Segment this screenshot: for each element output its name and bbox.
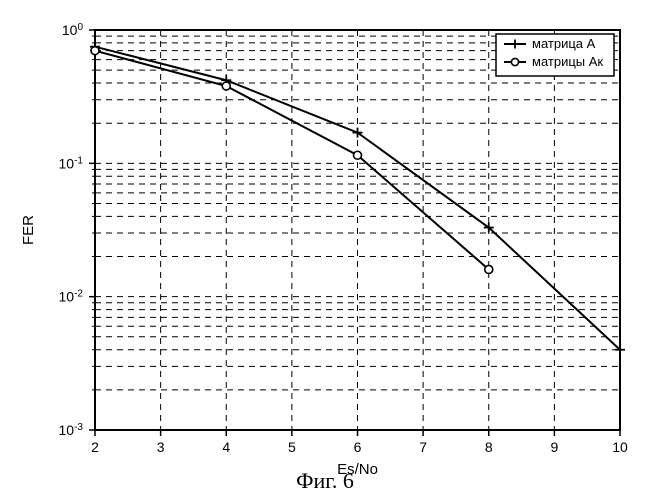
- x-tick-label: 6: [354, 439, 362, 455]
- marker-circle-icon: [222, 82, 230, 90]
- figure-container: 234567891010-310-210-1100Es/NoFERматрица…: [0, 0, 650, 500]
- legend-item-label: матрица А: [532, 36, 596, 51]
- y-axis-label: FER: [20, 215, 37, 245]
- x-tick-label: 10: [612, 439, 628, 455]
- legend: матрица А матрицы Ак: [496, 34, 614, 76]
- figure-caption: Фиг. 6: [0, 468, 650, 494]
- x-tick-label: 5: [288, 439, 296, 455]
- x-tick-label: 2: [91, 439, 99, 455]
- x-tick-label: 4: [222, 439, 230, 455]
- x-tick-label: 9: [550, 439, 558, 455]
- marker-circle-icon: [485, 265, 493, 273]
- marker-circle-icon: [511, 58, 518, 65]
- fer-chart: 234567891010-310-210-1100Es/NoFERматрица…: [0, 0, 650, 500]
- marker-circle-icon: [91, 47, 99, 55]
- marker-circle-icon: [354, 151, 362, 159]
- legend-item-label: матрицы Ак: [532, 54, 603, 69]
- x-tick-label: 7: [419, 439, 427, 455]
- x-tick-label: 3: [157, 439, 165, 455]
- x-tick-label: 8: [485, 439, 493, 455]
